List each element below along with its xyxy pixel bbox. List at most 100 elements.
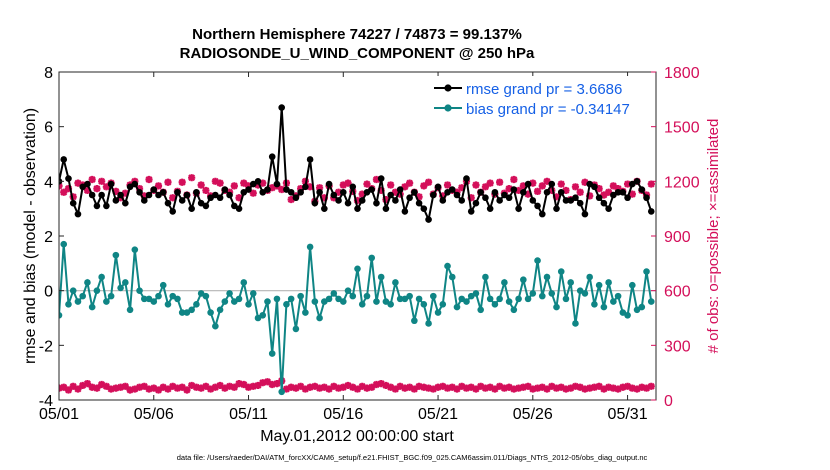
bias-point xyxy=(103,298,110,305)
x-tick-label: 05/06 xyxy=(134,406,174,423)
bias-point xyxy=(79,292,86,300)
obs-count-marker xyxy=(131,385,139,393)
bias-point xyxy=(0,282,3,289)
obs-count-marker xyxy=(567,384,575,392)
rmse-point xyxy=(325,180,333,188)
bias-point xyxy=(515,295,522,303)
obs-count-marker xyxy=(254,181,262,189)
obs-count-marker xyxy=(358,190,366,198)
rmse-point xyxy=(339,188,347,196)
bias-point xyxy=(358,301,366,308)
obs-count-marker xyxy=(614,185,622,193)
rmse-point xyxy=(0,175,3,182)
y2-axis-ticks: 0 300 600 900 1200 1500 1800 xyxy=(651,65,700,410)
obs-count-marker xyxy=(188,174,196,182)
rmse-point xyxy=(0,194,3,201)
rmse-point xyxy=(434,183,442,191)
obs-count-marker xyxy=(202,382,210,390)
obs-count-marker xyxy=(211,383,219,391)
bias-point xyxy=(610,298,617,305)
x-tick-label: 05/11 xyxy=(229,406,268,423)
y2-tick-label: 0 xyxy=(664,393,673,410)
obs-count-marker xyxy=(623,382,632,390)
rmse-point xyxy=(368,186,376,193)
bias-point xyxy=(520,276,527,284)
obs-count-marker xyxy=(472,181,480,189)
rmse-point xyxy=(0,205,3,212)
rmse-point xyxy=(415,199,423,207)
obs-count-marker xyxy=(273,380,281,388)
bias-point xyxy=(226,290,233,297)
obs-count-marker xyxy=(254,381,262,390)
rmse-point xyxy=(529,197,537,204)
obs-count-marker xyxy=(429,385,437,393)
rmse-point xyxy=(562,197,570,204)
rmse-point xyxy=(633,178,641,185)
y-tick-label: 2 xyxy=(44,229,53,246)
rmse-point xyxy=(107,180,115,188)
bias-point xyxy=(496,295,503,303)
obs-count-marker xyxy=(590,383,599,391)
rmse-point xyxy=(278,104,285,111)
rmse-point xyxy=(330,191,338,199)
rmse-point xyxy=(505,194,513,202)
bias-point xyxy=(368,254,376,262)
obs-count-marker xyxy=(401,384,409,392)
rmse-point xyxy=(131,180,139,188)
y2-tick-label: 900 xyxy=(664,229,691,246)
bias-point xyxy=(638,303,646,311)
rmse-point xyxy=(65,175,72,182)
bias-point xyxy=(344,287,352,294)
rmse-point xyxy=(306,156,314,163)
obs-count-marker xyxy=(533,384,542,392)
bias-point xyxy=(93,287,101,294)
y2-tick-label: 600 xyxy=(664,284,691,301)
obs-count-marker xyxy=(548,382,556,390)
obs-count-marker xyxy=(391,188,400,196)
obs-count-marker xyxy=(60,188,68,196)
rmse-point xyxy=(159,188,167,196)
obs-count-marker xyxy=(140,192,148,200)
bias-point xyxy=(240,279,248,286)
obs-count-marker xyxy=(514,186,523,195)
obs-count-marker xyxy=(595,185,603,193)
legend-rmse-label: rmse grand pr = 3.6686 xyxy=(466,81,622,98)
obs-count-marker xyxy=(372,380,381,389)
rmse-point xyxy=(0,189,3,196)
obs-count-marker xyxy=(638,383,646,391)
bias-point xyxy=(330,290,338,297)
obs-count-marker xyxy=(647,382,655,390)
rmse-point xyxy=(605,205,612,212)
bias-point xyxy=(463,298,470,305)
bias-point xyxy=(178,309,186,316)
obs-count-marker xyxy=(135,383,144,391)
rmse-point xyxy=(425,216,432,223)
obs-count-marker xyxy=(420,383,428,391)
bias-point xyxy=(425,320,432,327)
rmse-point xyxy=(74,210,82,218)
bias-point xyxy=(349,292,357,300)
rmse-point xyxy=(264,186,271,193)
bias-point xyxy=(420,301,428,308)
obs-count-marker xyxy=(486,179,494,187)
bias-point xyxy=(614,292,622,300)
rmse-point xyxy=(482,194,489,202)
y-tick-label: -2 xyxy=(39,338,53,355)
bias-point xyxy=(60,240,68,248)
bias-point xyxy=(98,273,105,281)
bias-point xyxy=(0,301,3,308)
bias-point xyxy=(373,298,380,305)
rmse-point xyxy=(344,199,352,207)
bias-point xyxy=(216,306,224,314)
obs-count-marker xyxy=(287,195,295,204)
rmse-point xyxy=(619,188,627,196)
bias-point xyxy=(430,292,437,300)
obs-count-marker xyxy=(552,384,561,392)
bias-point xyxy=(538,292,546,300)
obs-count-marker xyxy=(628,190,636,198)
obs-count-marker xyxy=(334,384,343,392)
obs-count-marker xyxy=(259,179,267,187)
x-tick-label: 05/16 xyxy=(323,406,363,423)
obs-count-marker xyxy=(600,385,608,393)
rmse-point xyxy=(420,205,428,212)
